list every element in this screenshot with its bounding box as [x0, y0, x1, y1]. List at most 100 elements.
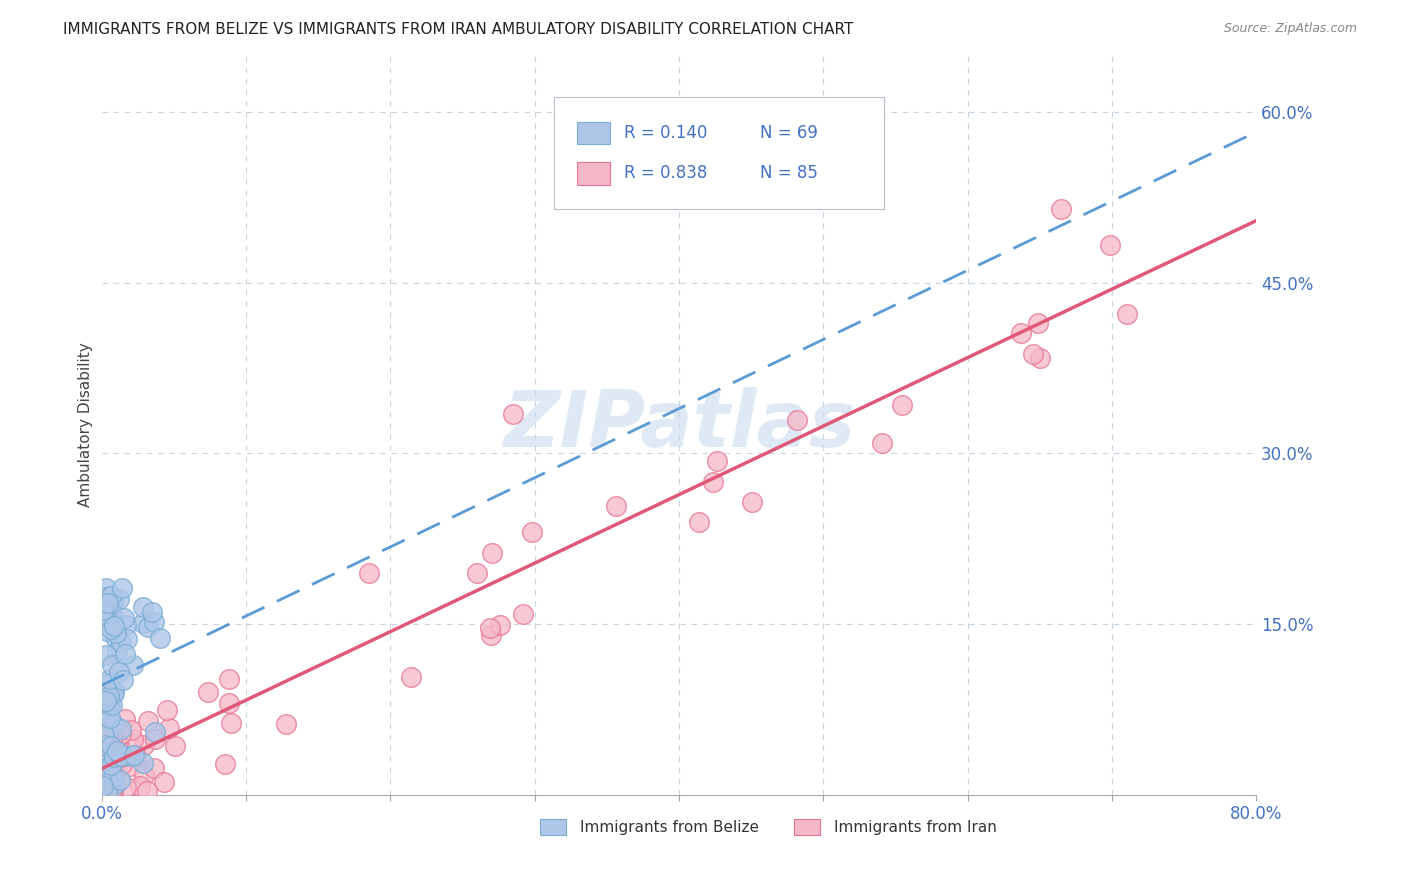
Point [115, 632, 138, 646]
Point [91, 720, 114, 734]
Point [221, 715, 243, 730]
Point [110, 741, 132, 756]
Point [891, 398, 914, 412]
Point [1028, 316, 1050, 330]
Point [104, 630, 127, 644]
Point [1022, 347, 1045, 361]
Point [110, 750, 132, 764]
Point [91, 603, 114, 617]
Point [156, 703, 179, 717]
Point [114, 647, 136, 661]
Point [101, 716, 124, 731]
Point [108, 665, 131, 679]
Point [108, 773, 131, 788]
Point [197, 685, 219, 699]
Point [134, 738, 156, 752]
Point [149, 631, 172, 645]
Point [103, 769, 125, 783]
Point [125, 749, 148, 764]
Point [91, 600, 114, 615]
Point [91, 788, 114, 802]
Point [94, 738, 117, 752]
Point [96, 788, 118, 802]
Point [103, 717, 125, 731]
Point [97, 788, 120, 802]
Point [91, 778, 114, 792]
Point [134, 768, 156, 782]
Point [1010, 326, 1032, 340]
Point [214, 756, 236, 771]
Point [96, 784, 118, 798]
Point [93, 728, 115, 742]
Point [103, 686, 125, 700]
Point [103, 780, 125, 794]
Point [136, 620, 159, 634]
Point [110, 727, 132, 741]
Point [163, 739, 186, 753]
Point [120, 723, 142, 737]
Point [96, 624, 118, 638]
Point [101, 698, 124, 712]
Point [91, 757, 114, 772]
Point [129, 779, 152, 793]
Point [111, 581, 134, 595]
Point [136, 714, 159, 729]
Point [143, 732, 166, 747]
Point [97, 727, 120, 741]
Point [502, 407, 524, 421]
Point [98, 673, 121, 687]
Point [97, 596, 120, 610]
Point [98, 767, 121, 781]
Point [132, 599, 155, 614]
Point [101, 597, 124, 611]
Point [94, 677, 117, 691]
Point [110, 722, 132, 736]
Point [93, 754, 115, 768]
Point [132, 616, 155, 631]
Point [112, 611, 135, 625]
Point [124, 748, 146, 763]
Y-axis label: Ambulatory Disability: Ambulatory Disability [79, 343, 93, 508]
Point [105, 746, 128, 760]
Point [98, 689, 121, 703]
Bar [578, 162, 610, 185]
Bar [794, 819, 820, 835]
Point [96, 724, 118, 739]
Point [101, 689, 124, 703]
Point [94, 581, 117, 595]
Point [399, 670, 422, 684]
Point [98, 725, 121, 739]
Point [103, 618, 125, 632]
Point [141, 605, 163, 619]
Point [91, 779, 114, 793]
Point [100, 783, 122, 797]
Point [91, 788, 114, 802]
Point [94, 648, 117, 663]
Point [741, 495, 763, 509]
Point [145, 724, 167, 739]
Point [101, 658, 124, 673]
Point [131, 756, 153, 771]
Point [479, 627, 502, 641]
Point [136, 784, 159, 798]
Point [96, 714, 118, 728]
Point [103, 739, 125, 753]
Point [98, 696, 121, 710]
Point [1115, 307, 1137, 321]
Point [98, 749, 121, 764]
Point [91, 749, 114, 764]
Point [118, 749, 141, 764]
Point [100, 758, 122, 772]
Point [101, 615, 124, 630]
Point [118, 758, 141, 772]
Point [706, 454, 728, 468]
Point [103, 683, 125, 698]
Point [91, 788, 114, 802]
Point [159, 722, 181, 736]
Text: R = 0.140: R = 0.140 [623, 124, 707, 142]
Point [702, 475, 724, 489]
Point [104, 777, 127, 791]
Point [121, 732, 143, 747]
Point [522, 524, 544, 539]
FancyBboxPatch shape [554, 97, 884, 209]
